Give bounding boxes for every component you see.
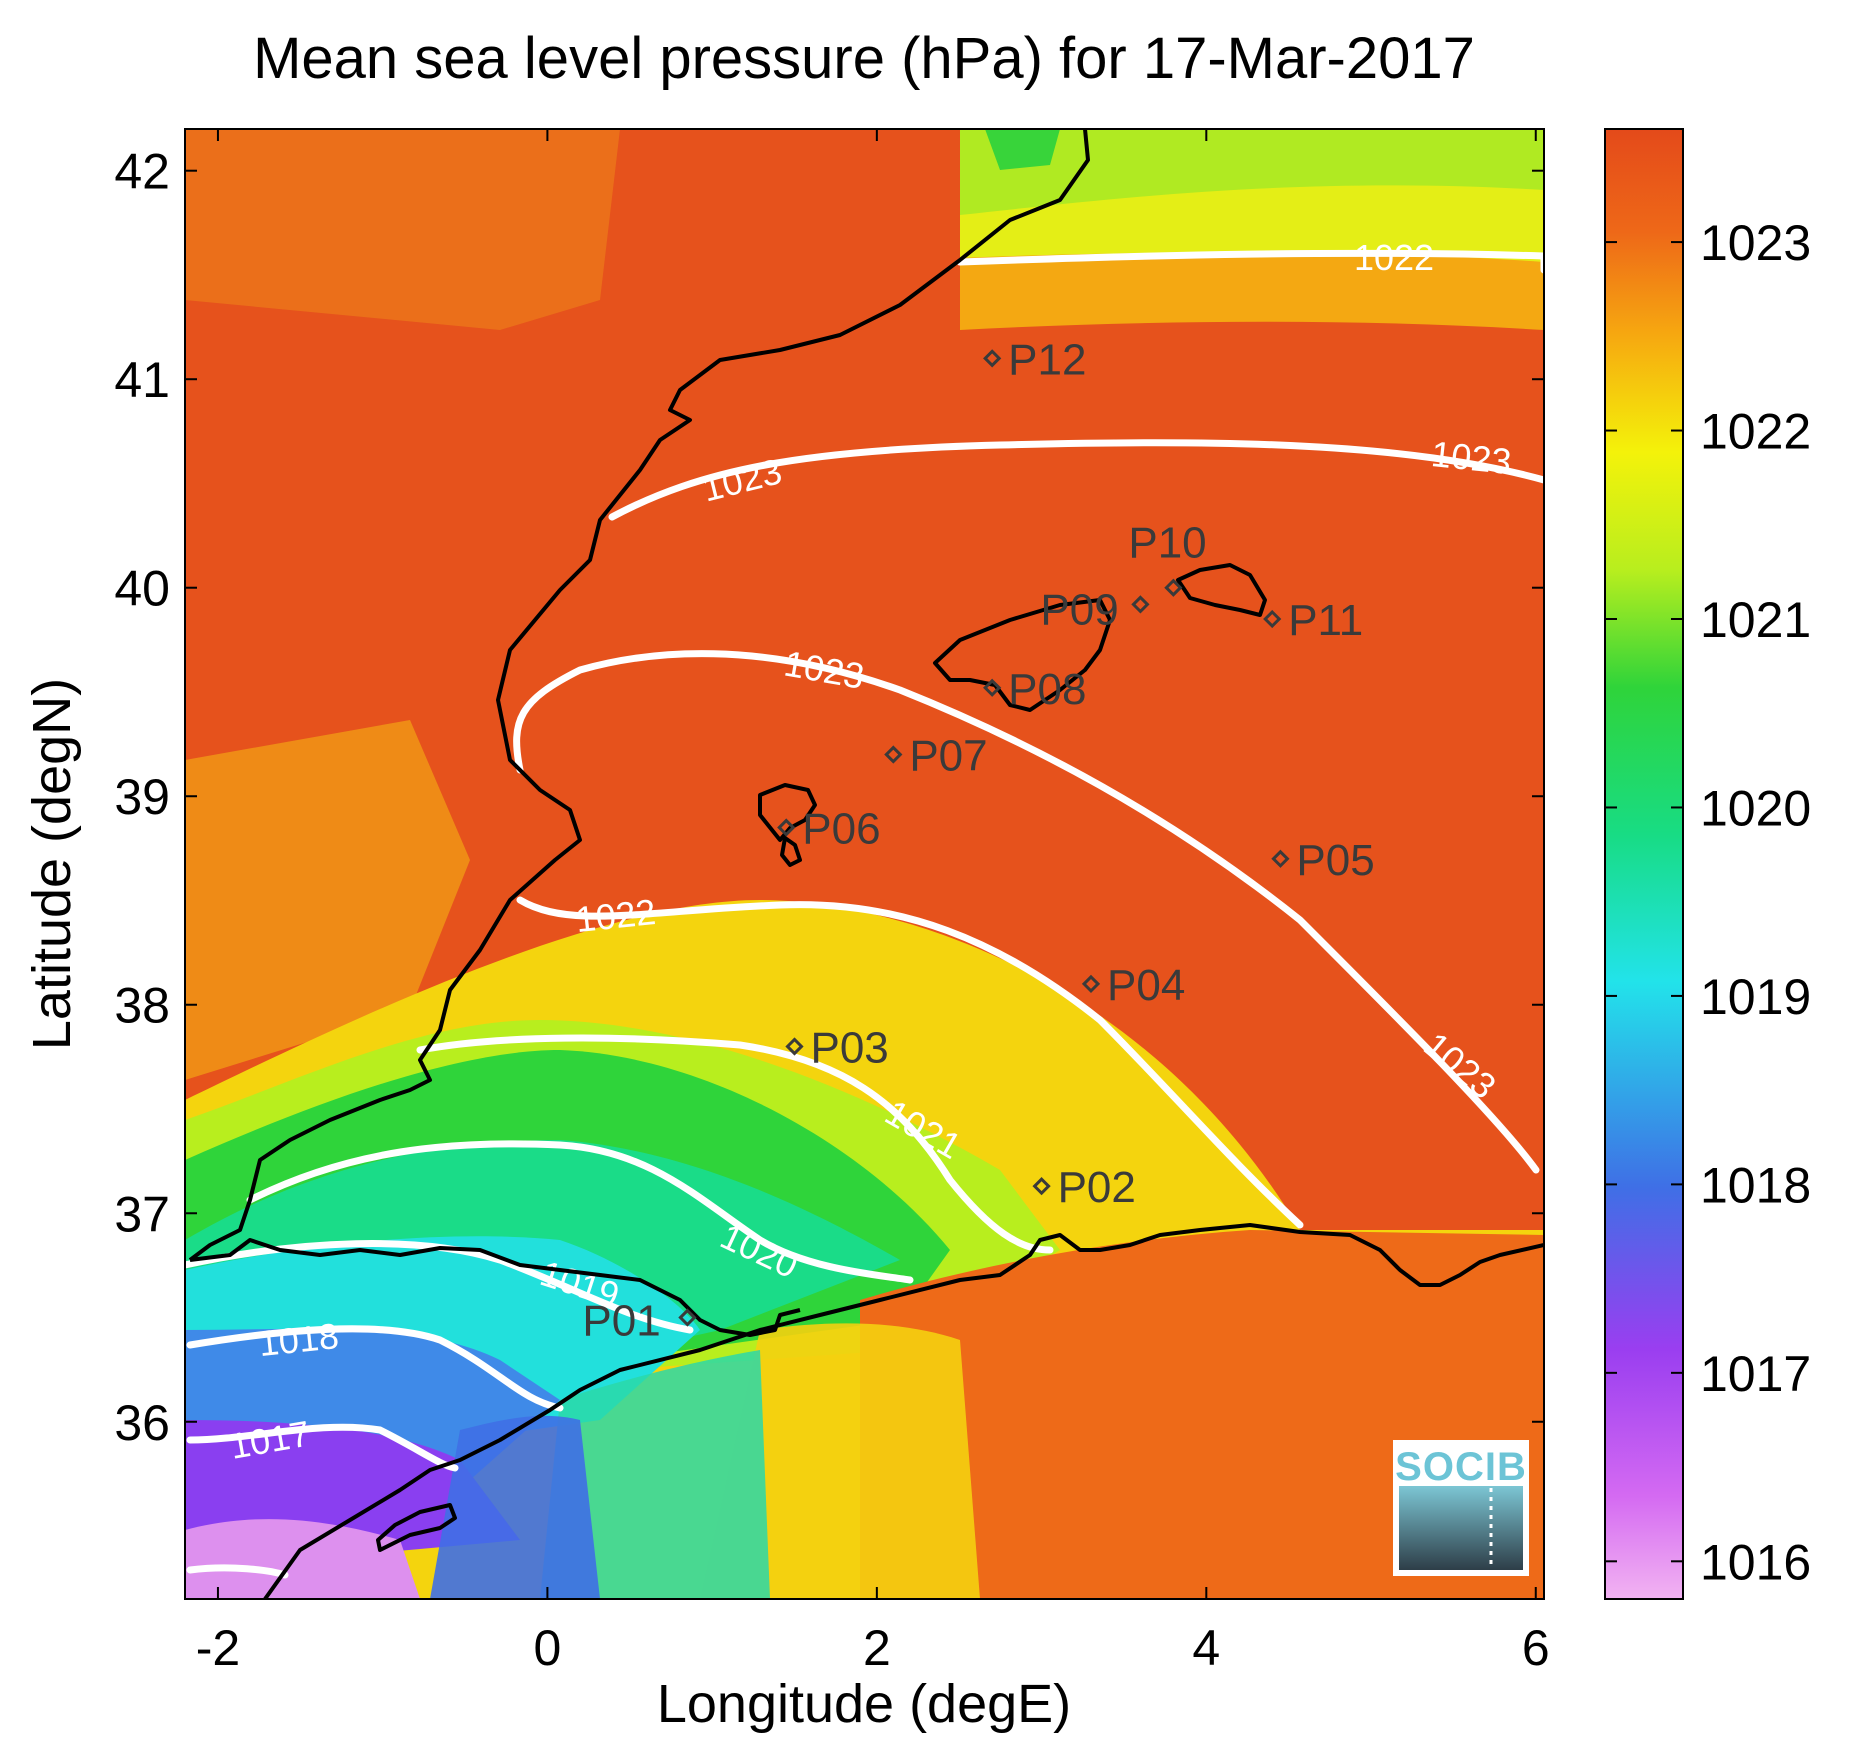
station-marker (1164, 578, 1183, 597)
chart-title: Mean sea level pressure (hPa) for 17-Mar… (253, 26, 1475, 91)
station-marker (983, 349, 1002, 368)
y-tick-label: 38 (114, 978, 170, 1034)
y-tick-label: 37 (114, 1186, 170, 1242)
station-marker (983, 678, 1002, 697)
axes: -2 0 2 4 6 36 37 38 39 40 41 42 (114, 129, 1550, 1676)
colorbar-tick-label: 1018 (1700, 1157, 1811, 1213)
station-label: P11 (1288, 596, 1363, 645)
x-tick-label: -2 (196, 1620, 240, 1676)
y-tick-label: 36 (114, 1395, 170, 1451)
logo-sea (1399, 1486, 1523, 1570)
station-marker (1271, 849, 1290, 868)
y-tick-label: 40 (114, 561, 170, 617)
colorbar-ticks: 1016 1017 1018 1019 1020 1021 1022 1023 (1605, 215, 1811, 1590)
coast-formentera (780, 836, 802, 867)
x-tick-label: 6 (1522, 1620, 1550, 1676)
contour-1023-south (513, 650, 1540, 1174)
colorbar-tick-label: 1016 (1700, 1534, 1811, 1590)
station-marker (1263, 609, 1282, 629)
station-label: P10 (1128, 519, 1206, 568)
station-marker (678, 1308, 697, 1327)
station-marker (1032, 1177, 1051, 1196)
station-label: P04 (1107, 961, 1185, 1010)
contour-lines (185, 249, 1544, 1579)
x-axis-label: Longitude (degE) (657, 1674, 1071, 1734)
station-marker (1081, 974, 1101, 994)
colorbar-tick-label: 1020 (1700, 780, 1811, 836)
station-label: P05 (1296, 836, 1374, 885)
station-label: P12 (1008, 335, 1086, 384)
contour-label-1022-south: 1022 (574, 891, 658, 940)
y-tick-label: 42 (114, 144, 170, 200)
plot-frame (184, 128, 1545, 1600)
contour-1021 (416, 1034, 1054, 1254)
station-marker (785, 1037, 804, 1056)
contour-1020 (246, 1140, 914, 1284)
colorbar-tick-label: 1019 (1700, 969, 1811, 1025)
contour-1018 (186, 1325, 564, 1412)
coast-menorca (1176, 563, 1267, 617)
colorbar-tick-label: 1023 (1700, 215, 1811, 271)
contour-label-1018: 1018 (257, 1315, 341, 1364)
contour-1017 (186, 1423, 459, 1472)
y-tick-label: 41 (114, 352, 170, 408)
x-tick-label: 4 (1192, 1620, 1220, 1676)
station-label: P07 (909, 732, 987, 781)
coastline (188, 129, 1544, 1599)
contour-1016 (186, 1564, 289, 1579)
station-marker (1131, 595, 1150, 614)
y-axis-label: Latitude (degN) (22, 678, 82, 1050)
x-tick-label: 0 (533, 1620, 561, 1676)
colorbar-tick-label: 1021 (1700, 592, 1811, 648)
socib-logo: SOCIB (1393, 1440, 1529, 1576)
coast-alboran-island (376, 1503, 457, 1552)
x-tick-label: 2 (863, 1620, 891, 1676)
coast-mallorca (933, 598, 1112, 712)
coast-north-africa (263, 1223, 1544, 1599)
contour-1022-north (956, 249, 1544, 274)
y-tick-label: 39 (114, 769, 170, 825)
coast-ibiza (758, 783, 817, 842)
station-label: P01 (582, 1297, 660, 1346)
contour-1023-north (608, 439, 1544, 521)
station-label: P08 (1008, 665, 1086, 714)
contour-label-1022-north: 1022 (1354, 237, 1434, 278)
contour-label-1023-east: 1023 (1429, 433, 1513, 482)
colorbar-tick-label: 1017 (1700, 1346, 1811, 1402)
coast-iberia-east (188, 129, 1090, 1262)
colorbar-tick-label: 1022 (1700, 404, 1811, 460)
station-label: P03 (810, 1023, 888, 1072)
colorbar (1604, 128, 1684, 1600)
station-label: P02 (1058, 1163, 1136, 1212)
station-label: P06 (802, 805, 880, 854)
station-marker (884, 745, 903, 764)
station-label: P09 (1040, 585, 1118, 634)
logo-text: SOCIB (1395, 1445, 1527, 1489)
station-marker (777, 818, 796, 837)
contour-1022-south (516, 896, 1304, 1229)
